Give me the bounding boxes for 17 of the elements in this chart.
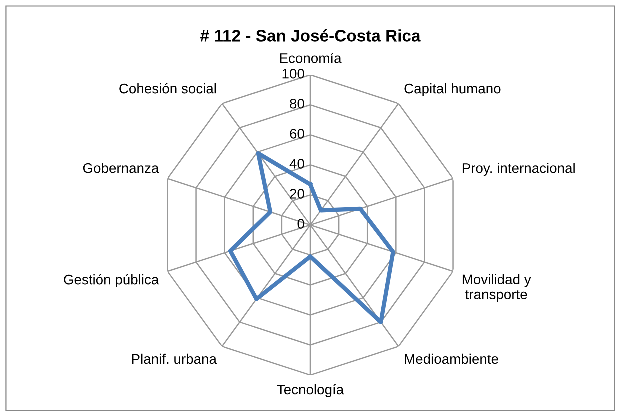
spoke-label: Medioambiente bbox=[405, 354, 498, 364]
y-tick-label: 80 bbox=[290, 98, 304, 109]
spoke-label: Planif. urbana bbox=[132, 354, 217, 364]
spoke-label: Cohesión social bbox=[120, 83, 216, 94]
spoke-label: Proy. internacional bbox=[462, 163, 575, 176]
spoke-label: Movilidad y transporte bbox=[462, 274, 532, 302]
chart-title: # 112 - San José-Costa Rica bbox=[200, 29, 421, 42]
y-tick-label: 100 bbox=[282, 68, 304, 79]
y-tick-label: 20 bbox=[290, 189, 304, 199]
y-tick-label: 40 bbox=[290, 159, 304, 169]
y-tick-label: 0 bbox=[298, 219, 304, 229]
spoke-label: Economía bbox=[280, 52, 342, 64]
y-tick-label: 60 bbox=[290, 129, 304, 139]
spoke-label: Tecnología bbox=[277, 384, 344, 398]
spoke-label: Capital humano bbox=[404, 83, 501, 96]
spoke-label: Gobernanza bbox=[83, 163, 160, 174]
spoke-label: Gestión pública bbox=[64, 274, 160, 288]
